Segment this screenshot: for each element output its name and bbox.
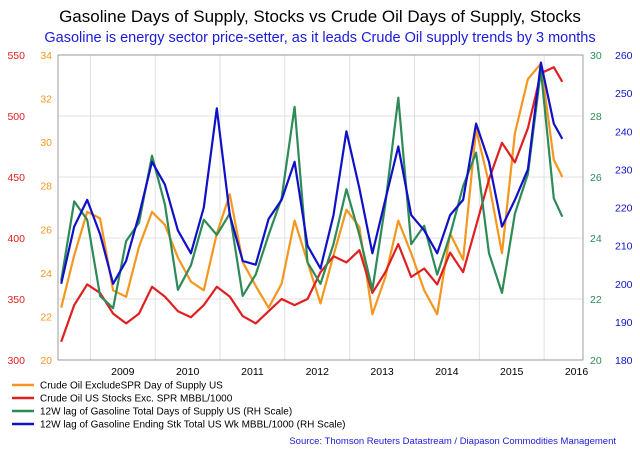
right-outer-tick-label: 230 [615, 164, 633, 176]
chart-subtitle: Gasoline is energy sector price-setter, … [44, 30, 595, 46]
left-outer-tick-label: 500 [7, 111, 25, 123]
left-inner-tick-label: 28 [40, 181, 52, 193]
series-line-1 [60, 62, 564, 316]
right-inner-tick-label: 22 [590, 294, 602, 306]
chart-title: Gasoline Days of Supply, Stocks vs Crude… [59, 7, 581, 26]
legend-label: 12W lag of Gasoline Ending Stk Total US … [40, 420, 346, 431]
right-outer-tick-label: 220 [615, 203, 633, 215]
x-axis-labels: 2009 2010 2011 2012 2013 2014 2015 2016 [111, 366, 588, 378]
left-inner-tick-label: 20 [40, 355, 52, 367]
x-tick-label: 2011 [241, 366, 264, 378]
x-tick-label: 2014 [435, 366, 459, 378]
right-inner-tick-label: 28 [590, 111, 602, 123]
right-outer-tick-label: 240 [615, 126, 633, 138]
right-outer-tick-label: 200 [615, 279, 633, 291]
x-tick-label: 2016 [565, 366, 589, 378]
axes: 300 350 400 450 500 550 20 22 24 26 28 30 32 34 20 22 24… [7, 50, 632, 367]
right-inner-tick-label: 30 [590, 50, 602, 62]
left-outer-tick-label: 300 [7, 355, 25, 367]
legend: Crude Oil ExcludeSPR Day of Supply US Cru… [12, 381, 346, 431]
left-inner-tick-label: 26 [40, 224, 52, 236]
right-outer-tick-label: 210 [615, 241, 633, 253]
right-inner-tick-label: 20 [590, 355, 602, 367]
x-tick-label: 2010 [176, 366, 200, 378]
left-outer-tick-label: 350 [7, 294, 25, 306]
left-outer-tick-label: 400 [7, 233, 25, 245]
left-outer-tick-label: 550 [7, 50, 25, 62]
right-inner-tick-label: 26 [590, 172, 602, 184]
x-tick-label: 2009 [111, 366, 135, 378]
left-inner-tick-label: 24 [40, 268, 52, 280]
x-tick-label: 2013 [370, 366, 394, 378]
right-outer-tick-label: 190 [615, 317, 633, 329]
left-inner-tick-label: 32 [40, 94, 52, 106]
plot-frame [57, 54, 584, 361]
left-inner-tick-label: 34 [40, 50, 52, 62]
left-inner-tick-label: 22 [40, 311, 52, 323]
series-line-2 [60, 66, 564, 343]
series-lines [60, 61, 564, 343]
left-inner-tick-label: 30 [40, 137, 52, 149]
right-inner-tick-label: 24 [590, 233, 602, 245]
right-outer-tick-label: 180 [615, 355, 633, 367]
legend-label: Crude Oil ExcludeSPR Day of Supply US [40, 381, 223, 392]
right-outer-tick-label: 260 [615, 50, 633, 62]
right-outer-tick-label: 250 [615, 88, 633, 100]
x-tick-label: 2012 [306, 366, 330, 378]
left-outer-tick-label: 450 [7, 172, 25, 184]
legend-label: Crude Oil US Stocks Exc. SPR MBBL/1000 [40, 394, 233, 405]
source-note: Source: Thomson Reuters Datastream / Dia… [289, 436, 616, 447]
legend-label: 12W lag of Gasoline Total Days of Supply… [40, 407, 292, 418]
x-tick-label: 2015 [500, 366, 524, 378]
series-line-4 [60, 61, 564, 285]
